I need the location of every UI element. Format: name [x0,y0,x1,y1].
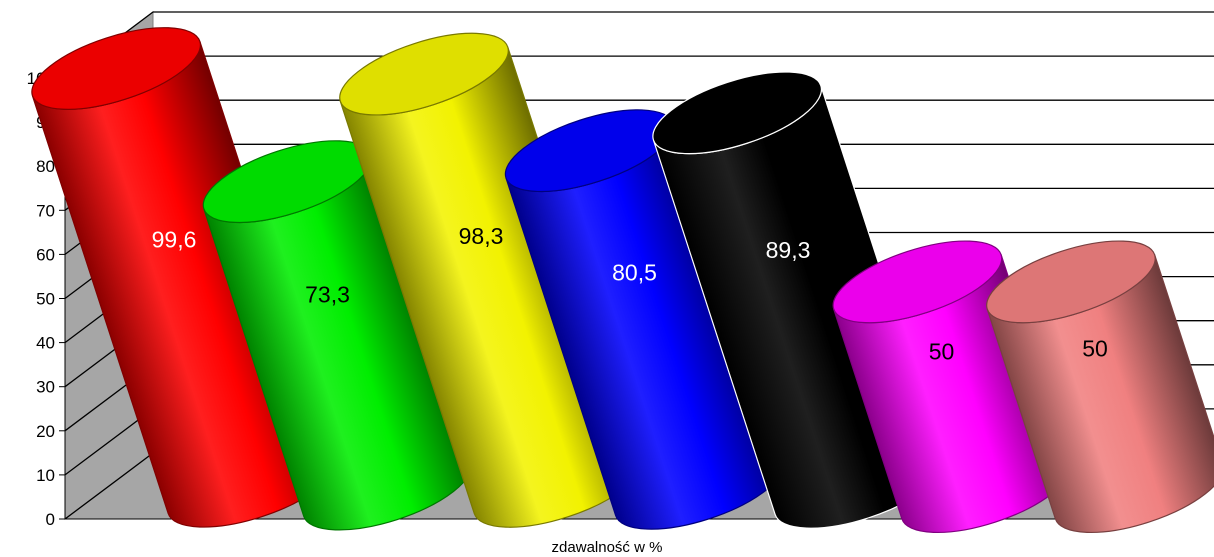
y-tick-label: 0 [46,510,55,529]
bars [31,27,1214,533]
x-axis-title: zdawalność w % [552,539,663,556]
y-tick-label: 80 [36,157,55,176]
data-label: 98,3 [459,223,504,249]
data-label: 50 [929,338,955,364]
y-tick-label: 10 [36,466,55,485]
data-labels: 99,6 73,3 98,3 80,5 89,3 50 50 [152,223,1108,364]
bar-top [986,240,1156,324]
y-tick-label: 60 [36,245,55,264]
bar-top [832,240,1003,324]
data-label: 89,3 [766,237,811,263]
data-label: 73,3 [305,281,350,307]
bar-top [652,71,823,155]
y-tick-label: 70 [36,201,55,220]
data-label: 50 [1082,335,1108,361]
gridline [64,11,1214,79]
y-tick-label: 30 [36,378,55,397]
y-tick-label: 40 [36,334,55,353]
y-tick-label: 50 [36,290,55,309]
data-label: 99,6 [152,226,197,252]
bar-top [31,27,202,110]
bar [986,240,1214,533]
data-label: 80,5 [612,259,657,285]
y-tick-label: 20 [36,422,55,441]
bar-top [339,32,509,116]
